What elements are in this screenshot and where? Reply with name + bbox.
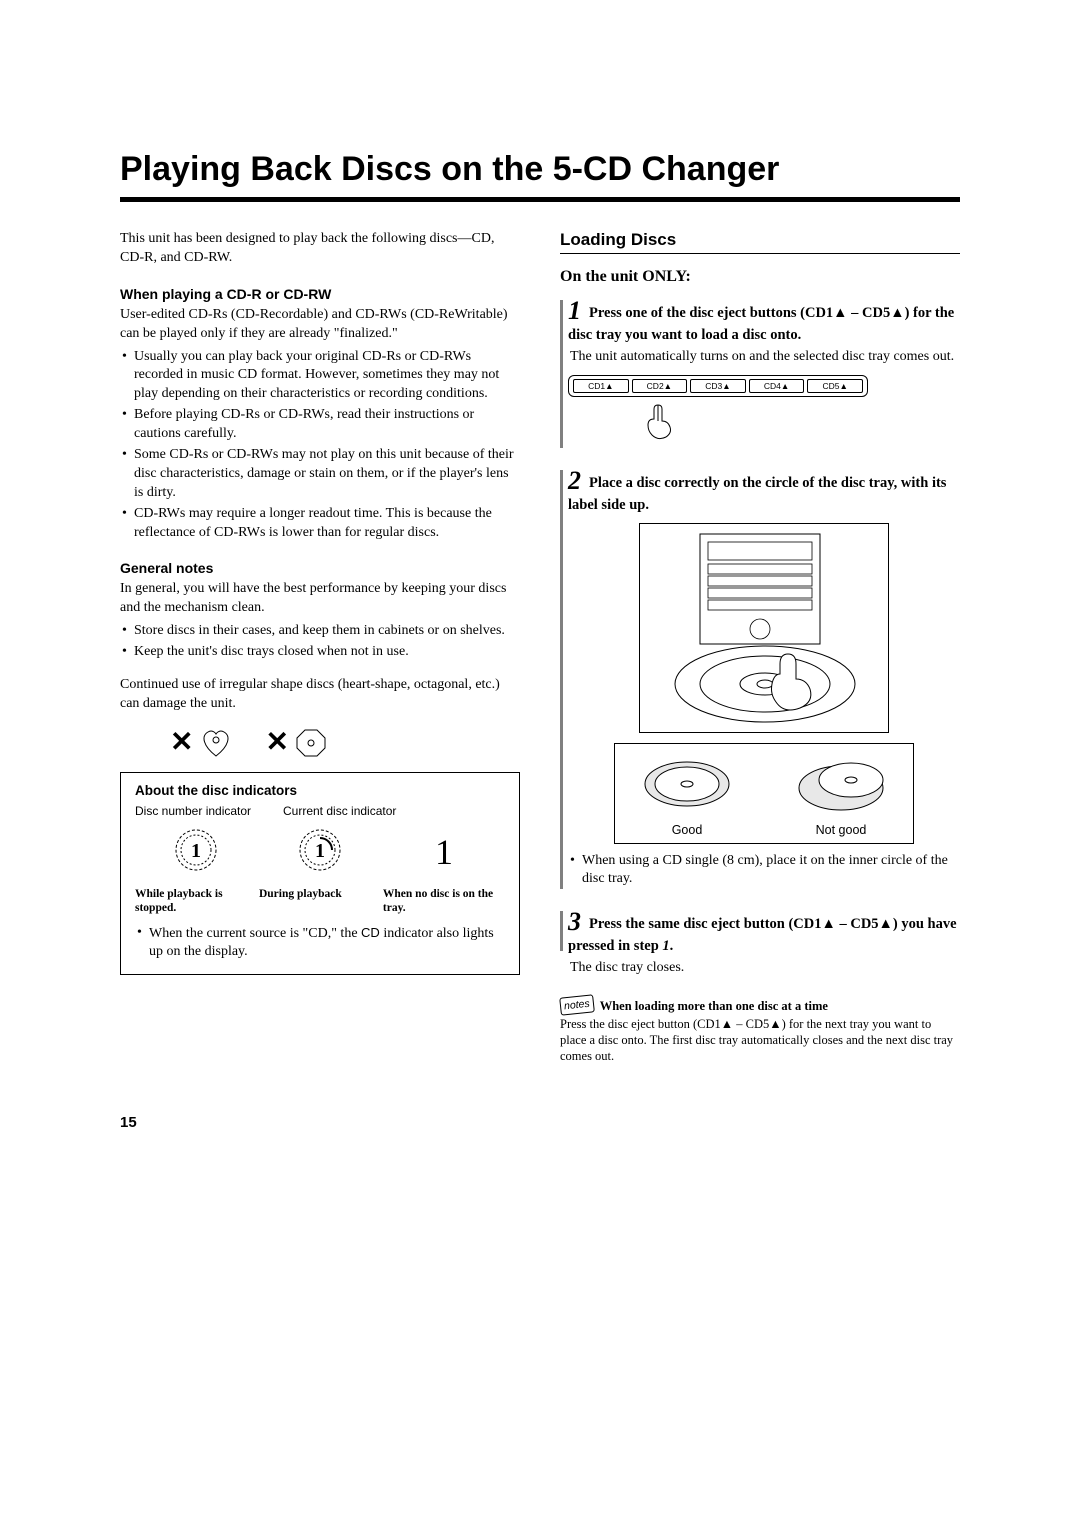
notes-title: When loading more than one disc at a tim…	[600, 999, 828, 1014]
step-heading: Press one of the disc eject buttons (CD1…	[568, 305, 954, 343]
right-column: Loading Discs On the unit ONLY: 1 Press …	[560, 230, 960, 1064]
indicator-labels-row: Disc number indicator Current disc indic…	[135, 804, 505, 822]
hand-cursor-icon	[638, 403, 960, 448]
notes-icon: notes	[559, 994, 594, 1015]
heart-disc-icon: ✕	[170, 728, 233, 758]
eject-button-cd2: CD2▲	[632, 379, 688, 393]
notes-header: notes When loading more than one disc at…	[560, 996, 960, 1014]
step-heading: Place a disc correctly on the circle of …	[568, 475, 946, 513]
list-item: CD-RWs may require a longer readout time…	[120, 505, 520, 543]
box-title: About the disc indicators	[135, 783, 505, 798]
step-1: 1 Press one of the disc eject buttons (C…	[560, 296, 960, 448]
disc-number-label: Disc number indicator	[135, 804, 283, 818]
eject-buttons-row: CD1▲ CD2▲ CD3▲ CD4▲ CD5▲	[568, 375, 868, 397]
cd-unit-illustration	[639, 523, 889, 733]
disc-number-no-disc: 1	[383, 831, 505, 873]
loading-discs-heading: Loading Discs	[560, 230, 960, 254]
step-number: 2	[568, 466, 581, 495]
caption-no-disc: When no disc is on the tray.	[383, 887, 505, 916]
page-number: 15	[120, 1114, 960, 1131]
list-item: Keep the unit's disc trays closed when n…	[120, 643, 520, 662]
two-column-layout: This unit has been designed to play back…	[120, 230, 960, 1064]
eject-button-cd1: CD1▲	[573, 379, 629, 393]
list-item: Before playing CD-Rs or CD-RWs, read the…	[120, 406, 520, 444]
step-body: The disc tray closes.	[568, 959, 960, 978]
disc-indicator-stopped-icon: 1	[172, 826, 220, 874]
intro-paragraph: This unit has been designed to play back…	[120, 230, 520, 268]
step-number: 1	[568, 296, 581, 325]
title-rule	[120, 197, 960, 202]
list-item: Usually you can play back your original …	[120, 348, 520, 405]
irregular-discs-paragraph: Continued use of irregular shape discs (…	[120, 676, 520, 714]
octagon-disc-icon: ✕	[265, 728, 326, 758]
left-column: This unit has been designed to play back…	[120, 230, 520, 1064]
box-note-list: When the current source is "CD," the CD …	[135, 924, 505, 963]
step-number: 3	[568, 907, 581, 936]
step2-note: When using a CD single (8 cm), place it …	[568, 852, 960, 890]
x-mark-icon: ✕	[265, 729, 288, 757]
general-notes-bullets: Store discs in their cases, and keep the…	[120, 622, 520, 662]
step-3: 3 Press the same disc eject button (CD1▲…	[560, 907, 960, 978]
on-unit-only: On the unit ONLY:	[560, 268, 960, 286]
disc-indicator-playing-icon: 1	[296, 826, 344, 874]
list-item: Store discs in their cases, and keep the…	[120, 622, 520, 641]
indicator-graphics-row: 1 1 1	[135, 826, 505, 879]
general-notes-paragraph: In general, you will have the best perfo…	[120, 580, 520, 618]
indicator-captions-row: While playback is stopped. During playba…	[135, 887, 505, 916]
good-bad-illustration: Good Not good	[614, 743, 914, 844]
caption-stopped: While playback is stopped.	[135, 887, 257, 916]
step-heading: Press the same disc eject button (CD1▲ –…	[568, 916, 957, 954]
eject-button-cd3: CD3▲	[690, 379, 746, 393]
step-body: The unit automatically turns on and the …	[568, 348, 960, 367]
x-mark-icon: ✕	[170, 729, 193, 757]
caption-playing: During playback	[259, 887, 381, 916]
eject-button-cd5: CD5▲	[807, 379, 863, 393]
page-title: Playing Back Discs on the 5-CD Changer	[120, 150, 960, 189]
step-2: 2 Place a disc correctly on the circle o…	[560, 466, 960, 890]
svg-text:1: 1	[315, 840, 325, 862]
cdr-paragraph: User-edited CD-Rs (CD-Recordable) and CD…	[120, 306, 520, 344]
cdr-bullets: Usually you can play back your original …	[120, 348, 520, 543]
box-note: When the current source is "CD," the CD …	[135, 924, 505, 963]
svg-text:1: 1	[191, 840, 201, 862]
irregular-disc-icons: ✕ ✕	[120, 728, 520, 758]
general-notes-heading: General notes	[120, 560, 520, 576]
notes-body: Press the disc eject button (CD1▲ – CD5▲…	[560, 1016, 960, 1065]
current-disc-label: Current disc indicator	[283, 804, 431, 818]
not-good-label: Not good	[796, 823, 886, 837]
disc-indicators-box: About the disc indicators Disc number in…	[120, 772, 520, 976]
not-good-disc: Not good	[796, 754, 886, 837]
good-label: Good	[642, 823, 732, 837]
list-item: Some CD-Rs or CD-RWs may not play on thi…	[120, 446, 520, 503]
good-disc: Good	[642, 754, 732, 837]
cdr-heading: When playing a CD-R or CD-RW	[120, 286, 520, 302]
eject-button-cd4: CD4▲	[749, 379, 805, 393]
step2-note-list: When using a CD single (8 cm), place it …	[568, 852, 960, 890]
